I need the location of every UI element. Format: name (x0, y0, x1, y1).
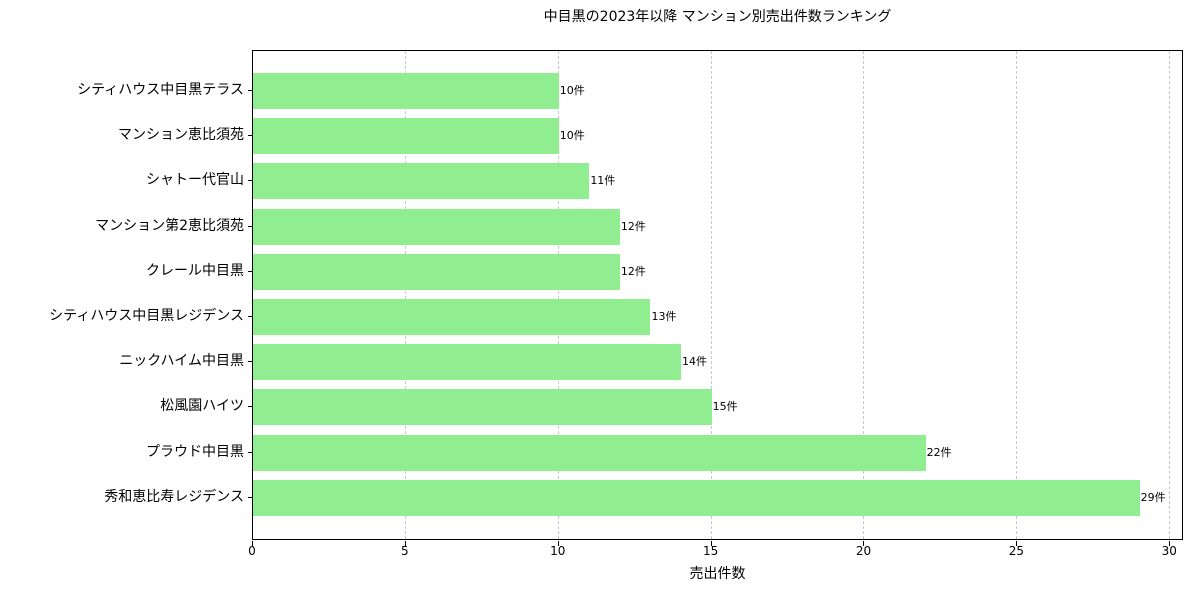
y-tick (248, 90, 253, 91)
y-category-label: ニックハイム中目黒 (119, 353, 244, 370)
x-tick (404, 541, 406, 546)
bar (253, 299, 651, 335)
x-tick-label: 5 (401, 544, 409, 558)
y-tick (248, 361, 253, 363)
x-tick-label: 25 (1008, 544, 1024, 558)
x-tick-label: 20 (855, 544, 872, 558)
bar (253, 479, 1140, 516)
bar-value-label: 11件 (590, 174, 616, 188)
bar (253, 208, 620, 245)
grid-line (1016, 51, 1018, 539)
bar-value-label: 13件 (651, 310, 677, 323)
grid-line (557, 51, 559, 539)
bar (253, 118, 559, 155)
y-category-label: シティハウス中目黒レジデンス (49, 308, 244, 324)
y-category-label: シティハウス中目黒テラス (77, 82, 244, 98)
y-category-label: 秀和恵比寿レジデンス (104, 488, 244, 505)
bar-value-label: 10件 (559, 129, 585, 143)
x-tick (1169, 541, 1171, 546)
bar (253, 73, 559, 109)
x-tick (557, 541, 559, 546)
x-tick (1016, 541, 1018, 546)
bar-value-label: 12件 (620, 219, 646, 233)
y-category-label: プラウド中目黒 (146, 443, 244, 460)
bar-value-label: 15件 (712, 400, 738, 414)
y-tick (248, 316, 253, 317)
y-category-label: シャトー代官山 (146, 172, 244, 189)
x-tick-label: 10 (550, 544, 566, 558)
bar (253, 163, 590, 200)
y-category-label: マンション第2恵比須苑 (95, 217, 244, 234)
bar-value-label: 14件 (682, 355, 708, 369)
grid-line (710, 51, 712, 539)
x-tick-label: 30 (1161, 544, 1177, 558)
bar-value-label: 10件 (559, 84, 585, 97)
y-tick (248, 496, 253, 498)
bar (253, 434, 926, 471)
bar (253, 253, 620, 290)
grid-line (863, 51, 865, 539)
chart-title: 中目黒の2023年以降 マンション別売出件数ランキング (543, 9, 892, 25)
y-tick (248, 451, 253, 453)
y-tick (248, 225, 253, 227)
bar (253, 344, 682, 381)
x-tick-label: 15 (702, 544, 719, 558)
x-tick (863, 541, 865, 546)
bar-value-label: 12件 (620, 264, 646, 278)
y-category-label: クレール中目黒 (146, 262, 244, 279)
y-tick (248, 180, 253, 182)
plot-area: 10件 10件 11件 12件 12件 13件 14件 15件 22件 29件 (248, 50, 1183, 546)
x-axis-title: 売出件数 (689, 566, 746, 582)
y-tick (248, 406, 253, 408)
bar-value-label: 22件 (926, 445, 952, 459)
grid-line (1169, 51, 1171, 539)
y-tick (248, 135, 253, 137)
bar-value-label: 29件 (1140, 490, 1166, 504)
x-tick (710, 541, 712, 546)
x-tick (252, 541, 253, 546)
x-tick-label: 0 (248, 544, 256, 558)
grid-line (404, 51, 406, 539)
y-tick (248, 270, 253, 272)
y-category-label: マンション恵比須苑 (118, 127, 244, 144)
bar (253, 389, 712, 426)
y-category-label: 松風園ハイツ (160, 398, 244, 415)
